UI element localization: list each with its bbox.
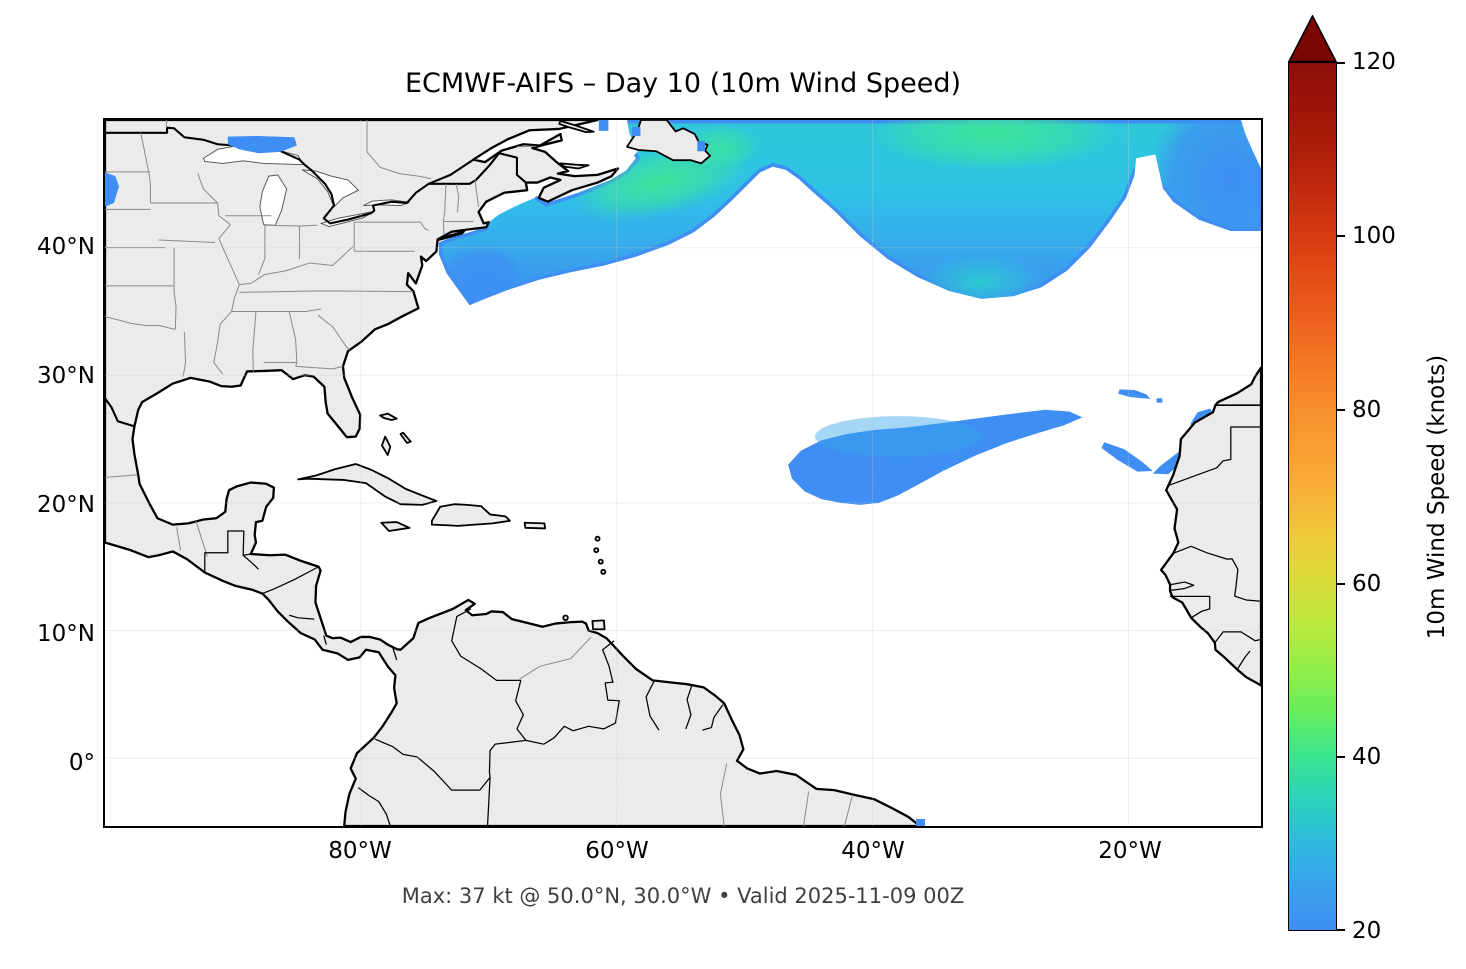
colorbar-tick-120 bbox=[1337, 62, 1345, 64]
wind-small-patches bbox=[105, 120, 926, 826]
colorbar-label-60: 60 bbox=[1352, 571, 1382, 597]
great-lakes bbox=[204, 144, 410, 226]
islands bbox=[298, 120, 710, 629]
colorbar-tick-100 bbox=[1337, 235, 1345, 237]
colorbar-tick-80 bbox=[1337, 409, 1345, 411]
coastline-americas bbox=[105, 120, 920, 826]
colorbar-tick-60 bbox=[1337, 583, 1345, 585]
state-borders bbox=[105, 120, 852, 826]
y-tick-10n: 10°N bbox=[37, 621, 95, 647]
wind-patch-central-atlantic bbox=[788, 409, 1083, 505]
wind-green-core-max bbox=[872, 120, 1116, 172]
x-tick-80w: 80°W bbox=[328, 838, 392, 864]
max-and-valid-annotation: Max: 37 kt @ 50.0°N, 30.0°W • Valid 2025… bbox=[401, 884, 965, 908]
colorbar-label-80: 80 bbox=[1352, 397, 1382, 423]
x-tick-20w: 20°W bbox=[1098, 838, 1162, 864]
colorbar-tick-20 bbox=[1337, 929, 1345, 931]
colorbar-label-20: 20 bbox=[1352, 918, 1382, 944]
map-svg bbox=[105, 120, 1261, 826]
y-tick-40n: 40°N bbox=[37, 234, 95, 260]
colorbar-extend-arrow bbox=[1287, 14, 1338, 63]
gulf-of-st-lawrence-clear bbox=[550, 120, 639, 174]
colorbar-label-40: 40 bbox=[1352, 744, 1382, 770]
coastline-africa bbox=[1161, 368, 1261, 686]
colorbar-label-120: 120 bbox=[1352, 49, 1396, 75]
international-borders bbox=[105, 128, 526, 427]
colorbar-label-100: 100 bbox=[1352, 223, 1396, 249]
band-gap-east bbox=[1133, 154, 1165, 220]
chart-title: ECMWF-AIFS – Day 10 (10m Wind Speed) bbox=[404, 68, 962, 99]
y-tick-0: 0° bbox=[68, 750, 95, 776]
colorbar-axis-label: 10m Wind Speed (knots) bbox=[1424, 354, 1450, 640]
x-tick-40w: 40°W bbox=[841, 838, 905, 864]
gridlines bbox=[105, 120, 1261, 826]
colorbar-tick-40 bbox=[1337, 756, 1345, 758]
y-tick-30n: 30°N bbox=[37, 363, 95, 389]
colorbar bbox=[1288, 62, 1337, 931]
map-plot-area bbox=[103, 118, 1263, 828]
country-borders bbox=[205, 405, 1261, 826]
x-tick-60w: 60°W bbox=[585, 838, 649, 864]
band-notch-top-right bbox=[1241, 120, 1261, 169]
y-tick-20n: 20°N bbox=[37, 492, 95, 518]
